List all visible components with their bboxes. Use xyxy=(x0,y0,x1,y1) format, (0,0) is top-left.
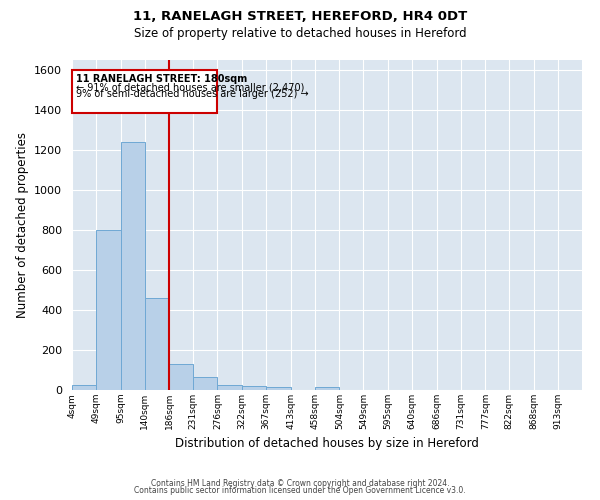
Text: Contains public sector information licensed under the Open Government Licence v3: Contains public sector information licen… xyxy=(134,486,466,495)
Bar xyxy=(315,387,339,390)
Bar xyxy=(145,298,169,390)
FancyBboxPatch shape xyxy=(72,70,217,113)
Text: Size of property relative to detached houses in Hereford: Size of property relative to detached ho… xyxy=(134,28,466,40)
Bar xyxy=(96,230,121,390)
Bar xyxy=(169,364,193,390)
Bar xyxy=(193,377,217,390)
Text: 11 RANELAGH STREET: 180sqm: 11 RANELAGH STREET: 180sqm xyxy=(76,74,248,84)
Bar xyxy=(121,142,145,390)
Bar xyxy=(266,387,290,390)
Y-axis label: Number of detached properties: Number of detached properties xyxy=(16,132,29,318)
Text: Contains HM Land Registry data © Crown copyright and database right 2024.: Contains HM Land Registry data © Crown c… xyxy=(151,478,449,488)
Bar xyxy=(242,386,266,390)
Bar xyxy=(72,385,96,390)
Text: 11, RANELAGH STREET, HEREFORD, HR4 0DT: 11, RANELAGH STREET, HEREFORD, HR4 0DT xyxy=(133,10,467,23)
Bar xyxy=(217,385,242,390)
X-axis label: Distribution of detached houses by size in Hereford: Distribution of detached houses by size … xyxy=(175,438,479,450)
Text: 9% of semi-detached houses are larger (252) →: 9% of semi-detached houses are larger (2… xyxy=(76,89,309,99)
Text: ← 91% of detached houses are smaller (2,470): ← 91% of detached houses are smaller (2,… xyxy=(76,82,305,92)
